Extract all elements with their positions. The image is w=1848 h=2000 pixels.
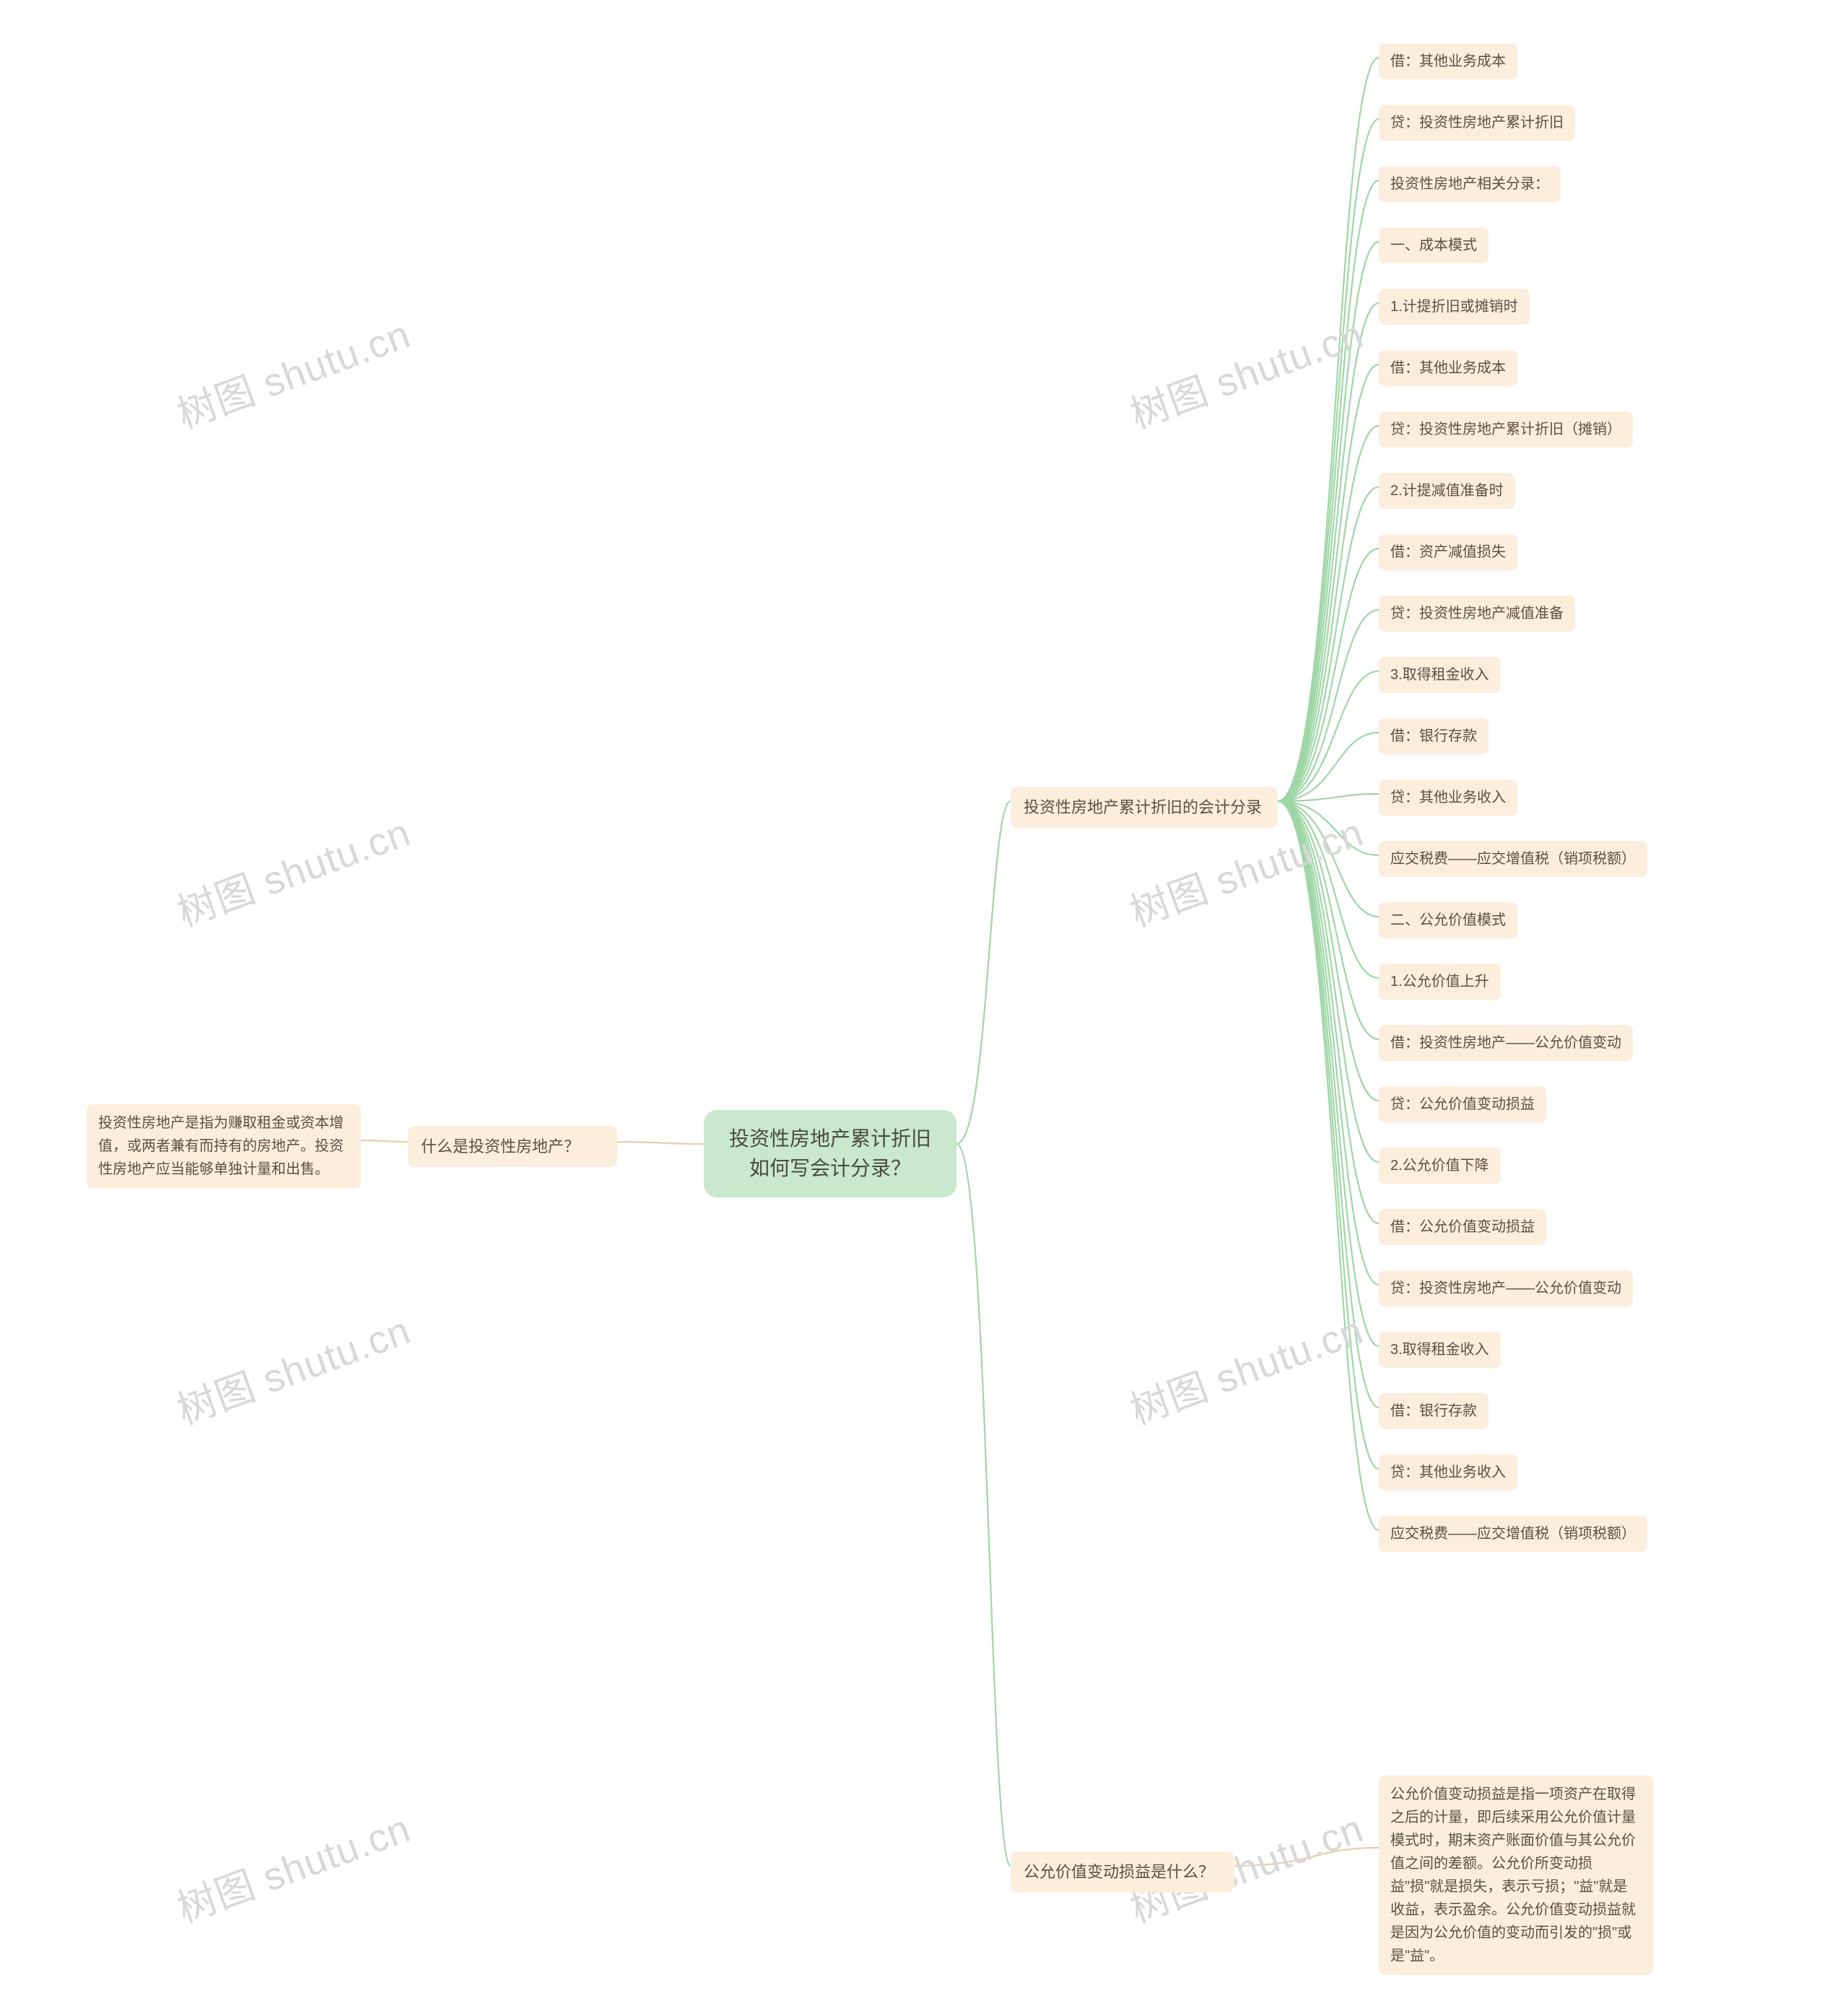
watermark-text: 树图 shutu.cn: [1121, 302, 1370, 440]
watermark-text: 树图 shutu.cn: [168, 302, 417, 440]
entries-leaf: 借：投资性房地产——公允价值变动: [1379, 1025, 1633, 1061]
entries-leaf: 贷：投资性房地产累计折旧（摊销）: [1379, 411, 1633, 447]
branch-fair-value: 公允价值变动损益是什么？: [1011, 1851, 1234, 1892]
entries-leaf: 借：其他业务成本: [1379, 43, 1517, 79]
entries-leaf: 贷：公允价值变动损益: [1379, 1086, 1546, 1122]
branch-entries: 投资性房地产累计折旧的会计分录: [1011, 787, 1278, 828]
entries-leaf: 2.计提减值准备时: [1379, 473, 1515, 509]
branch-what-is: 什么是投资性房地产？: [408, 1126, 617, 1167]
leaf-fair-value-def: 公允价值变动损益是指一项资产在取得之后的计量，即后续采用公允价值计量模式时，期末…: [1379, 1776, 1653, 1975]
entries-leaf: 二、公允价值模式: [1379, 902, 1517, 938]
entries-leaf: 借：其他业务成本: [1379, 350, 1517, 386]
entries-leaf: 应交税费——应交增值税（销项税额）: [1379, 1516, 1647, 1552]
watermark-text: 树图 shutu.cn: [1121, 1298, 1370, 1436]
entries-leaf: 借：银行存款: [1379, 1393, 1489, 1429]
entries-leaf: 借：公允价值变动损益: [1379, 1209, 1546, 1245]
entries-leaf: 贷：其他业务收入: [1379, 1454, 1517, 1490]
entries-leaf: 3.取得租金收入: [1379, 1332, 1501, 1368]
entries-leaf: 借：银行存款: [1379, 718, 1489, 754]
watermark-text: 树图 shutu.cn: [168, 1298, 417, 1436]
entries-leaf: 贷：投资性房地产累计折旧: [1379, 105, 1575, 141]
entries-leaf: 贷：投资性房地产减值准备: [1379, 595, 1575, 632]
mindmap-canvas: 树图 shutu.cn 树图 shutu.cn 树图 shutu.cn 树图 shut…: [0, 0, 1848, 2000]
watermark-text: 树图 shutu.cn: [168, 1796, 417, 1934]
entries-leaf: 投资性房地产相关分录：: [1379, 166, 1561, 202]
entries-leaf: 贷：投资性房地产——公允价值变动: [1379, 1270, 1633, 1306]
watermark-text: 树图 shutu.cn: [168, 800, 417, 938]
entries-leaf: 2.公允价值下降: [1379, 1148, 1501, 1184]
entries-leaf: 1.计提折旧或摊销时: [1379, 289, 1530, 325]
edge-layer: [0, 0, 1848, 2000]
entries-leaf: 一、成本模式: [1379, 227, 1489, 263]
entries-leaf: 应交税费——应交增值税（销项税额）: [1379, 841, 1647, 877]
entries-leaf: 3.取得租金收入: [1379, 657, 1501, 693]
entries-leaf: 借：资产减值损失: [1379, 534, 1517, 570]
leaf-what-is-def: 投资性房地产是指为赚取租金或资本增值，或两者兼有而持有的房地产。投资性房地产应当…: [87, 1104, 361, 1188]
entries-leaf: 贷：其他业务收入: [1379, 780, 1517, 816]
center-node: 投资性房地产累计折旧如何写会计分录？: [704, 1110, 956, 1197]
entries-leaf: 1.公允价值上升: [1379, 964, 1501, 1000]
